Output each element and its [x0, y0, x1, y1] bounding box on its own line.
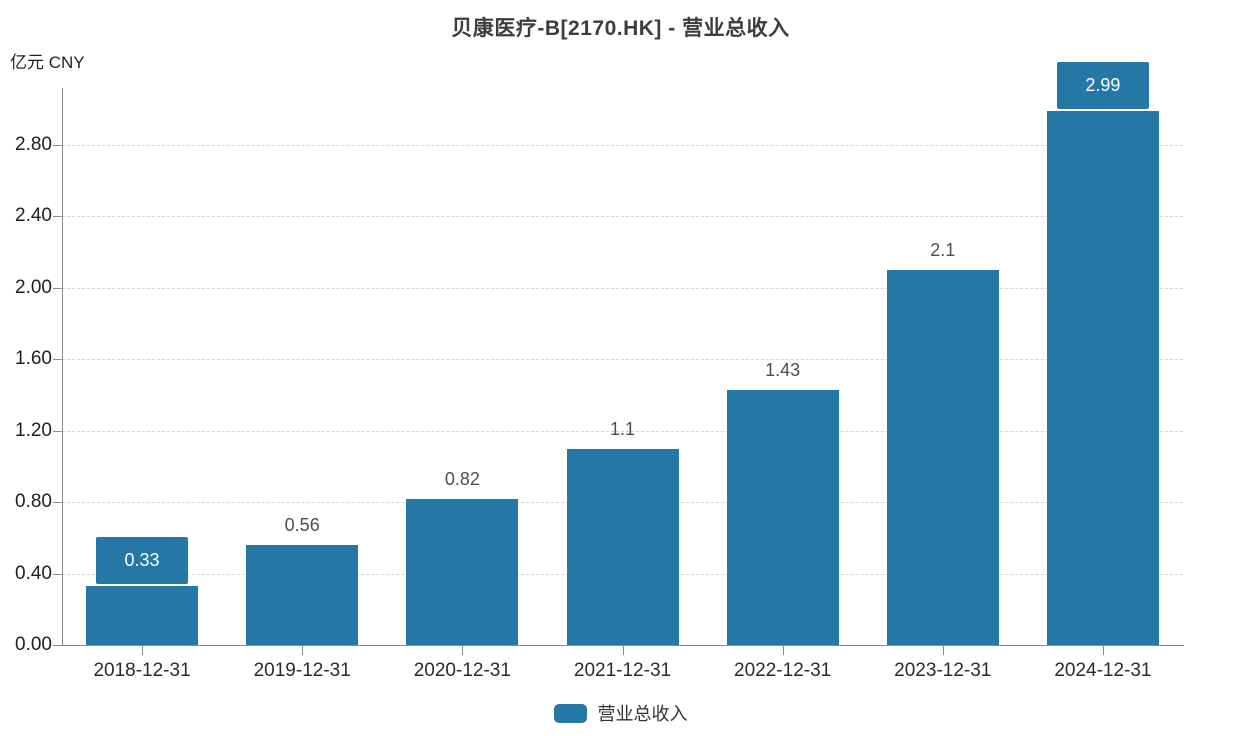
y-axis-line — [62, 88, 63, 645]
y-axis-tick — [53, 502, 62, 504]
y-axis-tick-label: 2.80 — [15, 133, 52, 155]
x-axis-tick-label: 2019-12-31 — [253, 660, 351, 681]
value-label: 0.82 — [444, 469, 480, 489]
bar — [246, 545, 359, 645]
gridline — [62, 430, 1183, 432]
x-axis-tick — [622, 646, 624, 655]
y-axis-unit-label: 亿元 CNY — [10, 53, 85, 72]
x-axis-tick — [1102, 646, 1104, 655]
x-axis-tick-label: 2020-12-31 — [413, 660, 511, 681]
bar — [886, 270, 999, 645]
value-label-badge: 2.99 — [1056, 62, 1149, 109]
x-axis-tick-label: 2018-12-31 — [93, 660, 191, 681]
x-axis-tick — [942, 646, 944, 655]
y-axis-tick-label: 1.60 — [15, 348, 52, 370]
x-axis-tick-label: 2022-12-31 — [734, 660, 832, 681]
y-axis-tick — [53, 359, 62, 361]
bar — [406, 499, 519, 645]
y-axis-tick-label: 0.40 — [15, 562, 52, 584]
gridline — [62, 359, 1183, 361]
x-axis-tick — [462, 646, 464, 655]
legend-swatch-icon — [553, 703, 587, 723]
x-axis-tick-label: 2024-12-31 — [1054, 660, 1152, 681]
x-axis-tick-label: 2023-12-31 — [894, 660, 992, 681]
y-axis-tick-label: 0.00 — [15, 634, 52, 655]
value-label: 0.56 — [284, 515, 320, 535]
bar — [726, 390, 839, 645]
gridline — [62, 216, 1183, 218]
y-axis-tick-label: 2.40 — [15, 205, 52, 227]
x-axis-line — [62, 645, 1184, 646]
bar — [86, 586, 199, 645]
x-axis-tick — [302, 646, 304, 655]
y-axis-tick-label: 2.00 — [15, 276, 52, 298]
x-axis-tick — [782, 646, 784, 655]
x-axis-tick-label: 2021-12-31 — [573, 660, 672, 681]
value-label: 2.1 — [930, 240, 956, 260]
gridline — [62, 144, 1183, 146]
value-label: 1.1 — [609, 419, 636, 439]
y-axis-tick — [53, 573, 62, 575]
y-axis-tick — [53, 216, 62, 218]
value-label: 1.43 — [765, 360, 801, 380]
y-axis-tick — [53, 645, 62, 646]
bar — [1046, 111, 1159, 645]
y-axis-tick — [53, 287, 62, 289]
legend-label: 营业总收入 — [597, 704, 688, 724]
gridline — [62, 287, 1183, 289]
value-label-badge: 0.33 — [96, 537, 189, 584]
y-axis-tick — [53, 430, 62, 432]
chart-title: 贝康医疗-B[2170.HK] - 营业总收入 — [451, 17, 790, 40]
legend[interactable]: 营业总收入 — [0, 698, 1241, 728]
bar — [566, 449, 679, 645]
y-axis-tick-label: 0.80 — [15, 491, 52, 513]
y-axis-tick-label: 1.20 — [15, 419, 52, 441]
x-axis-tick — [142, 646, 144, 655]
y-axis-tick — [53, 144, 62, 146]
